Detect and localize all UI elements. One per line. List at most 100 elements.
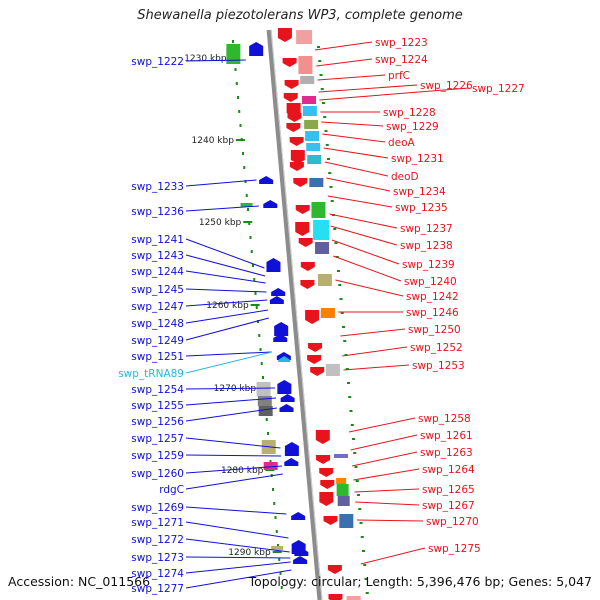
- outer-guide-dot: [319, 74, 323, 76]
- left-gene-label[interactable]: swp_1241: [131, 234, 184, 246]
- reverse-gene-arrow: [263, 200, 278, 208]
- right-gene-leader-line: [335, 279, 404, 297]
- right-gene-label[interactable]: swp_1258: [418, 413, 471, 425]
- right-gene-label[interactable]: swp_1231: [391, 153, 444, 165]
- right-gene-label[interactable]: swp_1237: [400, 223, 453, 235]
- left-gene-label[interactable]: swp_1257: [131, 433, 184, 445]
- left-gene-label[interactable]: swp_1259: [131, 450, 184, 462]
- right-gene-leader-line: [321, 121, 384, 127]
- right-gene-label[interactable]: swp_1240: [404, 276, 457, 288]
- right-gene-label[interactable]: swp_1252: [410, 342, 463, 354]
- left-gene-label[interactable]: swp_1256: [131, 416, 184, 428]
- left-gene-leader-line: [185, 59, 246, 62]
- left-gene-label[interactable]: swp_1273: [131, 552, 184, 564]
- right-gene-leader-line: [317, 74, 386, 81]
- left-gene-label[interactable]: swp_1251: [131, 351, 184, 363]
- left-gene-label[interactable]: swp_1245: [131, 284, 184, 296]
- forward-gene-arrow: [328, 594, 343, 600]
- left-gene-leader-line: [185, 437, 281, 449]
- right-gene-label[interactable]: swp_1265: [422, 484, 475, 496]
- right-gene-label[interactable]: swp_1246: [406, 307, 459, 319]
- left-gene-label[interactable]: swp_1248: [131, 318, 184, 330]
- left-gene-label[interactable]: swp_1249: [131, 335, 184, 347]
- right-gene-label[interactable]: swp_1253: [412, 360, 465, 372]
- forward-domain-block: [336, 478, 347, 484]
- left-gene-label[interactable]: rdgC: [159, 484, 184, 496]
- inner-guide-dot: [275, 530, 278, 533]
- right-gene-label[interactable]: swp_1227: [472, 83, 525, 95]
- right-gene-label[interactable]: swp_1235: [395, 202, 448, 214]
- right-gene-label[interactable]: swp_1224: [375, 54, 428, 66]
- right-gene-label[interactable]: swp_1229: [386, 121, 439, 133]
- accession-label: Accession: NC_011566: [8, 574, 151, 589]
- right-gene-leader-line: [333, 255, 402, 282]
- forward-domain-block: [333, 454, 348, 458]
- outer-guide-dot: [325, 144, 329, 146]
- forward-gene-arrow: [287, 113, 302, 122]
- right-gene-label[interactable]: swp_1228: [383, 107, 436, 119]
- left-gene-label[interactable]: swp_1244: [131, 266, 184, 278]
- left-gene-label[interactable]: swp_1272: [131, 534, 184, 546]
- reverse-domain-block: [271, 546, 284, 550]
- right-gene-leader-line: [348, 417, 416, 433]
- forward-domain-block: [336, 484, 349, 496]
- forward-gene-arrow: [320, 480, 335, 489]
- right-gene-label[interactable]: deoD: [391, 171, 419, 183]
- outer-guide-dot: [362, 550, 365, 552]
- right-gene-label[interactable]: swp_1242: [406, 291, 459, 303]
- right-gene-label[interactable]: prfC: [388, 70, 410, 82]
- right-gene-label[interactable]: deoA: [388, 137, 416, 149]
- forward-gene-arrow: [284, 80, 299, 89]
- inner-guide-dot: [243, 166, 246, 169]
- inner-guide-dot: [244, 180, 247, 183]
- right-gene-label[interactable]: swp_1223: [375, 37, 428, 49]
- left-gene-label[interactable]: swp_1269: [131, 502, 184, 514]
- left-gene-leader-line: [185, 317, 269, 341]
- forward-gene-arrow: [300, 262, 315, 271]
- left-gene-label[interactable]: swp_1277: [131, 583, 184, 595]
- left-gene-leader-line: [185, 179, 257, 187]
- left-gene-label[interactable]: swp_1233: [131, 181, 184, 193]
- forward-domain-block: [346, 596, 361, 600]
- right-gene-leader-line: [360, 547, 426, 565]
- left-gene-label[interactable]: swp_1274: [131, 568, 184, 580]
- right-gene-label[interactable]: swp_1264: [422, 464, 475, 476]
- inner-guide-dot: [248, 222, 251, 225]
- right-gene-label[interactable]: swp_1234: [393, 186, 446, 198]
- right-gene-label[interactable]: swp_1239: [402, 259, 455, 271]
- reverse-gene-arrow: [249, 42, 264, 56]
- right-gene-label[interactable]: swp_1275: [428, 543, 481, 555]
- inner-guide-dot: [272, 488, 274, 491]
- left-gene-label[interactable]: swp_1222: [131, 56, 184, 68]
- forward-gene-arrow: [310, 367, 325, 376]
- scale-label: 1260 kbp: [206, 301, 249, 311]
- left-gene-label[interactable]: swp_1236: [131, 206, 184, 218]
- left-gene-label[interactable]: swp_1255: [131, 400, 184, 412]
- left-gene-label[interactable]: swp_1243: [131, 250, 184, 262]
- outer-guide-dot: [353, 452, 357, 454]
- right-gene-label[interactable]: swp_1267: [422, 500, 475, 512]
- forward-gene-arrow: [290, 150, 305, 164]
- right-gene-label[interactable]: swp_1270: [426, 516, 479, 528]
- right-gene-leader-line: [330, 225, 398, 246]
- forward-domain-block: [313, 220, 330, 240]
- scale-label: 1250 kbp: [199, 218, 242, 228]
- reverse-gene-arrow: [279, 404, 294, 412]
- outer-guide-dot: [348, 396, 352, 398]
- right-gene-label[interactable]: swp_1250: [408, 324, 461, 336]
- right-gene-label[interactable]: swp_1263: [420, 447, 473, 459]
- right-gene-label[interactable]: swp_1238: [400, 240, 453, 252]
- forward-domain-block: [304, 120, 319, 129]
- outer-guide-dot: [324, 130, 328, 132]
- inner-guide-dot: [239, 124, 242, 127]
- outer-guide-dot: [318, 60, 322, 62]
- scale-label: 1280 kbp: [221, 466, 264, 476]
- left-gene-label[interactable]: swp_tRNA89: [118, 368, 184, 380]
- left-gene-label[interactable]: swp_1271: [131, 517, 184, 529]
- left-gene-label[interactable]: swp_1254: [131, 384, 184, 396]
- forward-gene-arrow: [289, 162, 304, 171]
- outer-guide-dot: [347, 382, 350, 384]
- right-gene-label[interactable]: swp_1261: [420, 430, 473, 442]
- left-gene-label[interactable]: swp_1247: [131, 301, 184, 313]
- left-gene-label[interactable]: swp_1260: [131, 468, 184, 480]
